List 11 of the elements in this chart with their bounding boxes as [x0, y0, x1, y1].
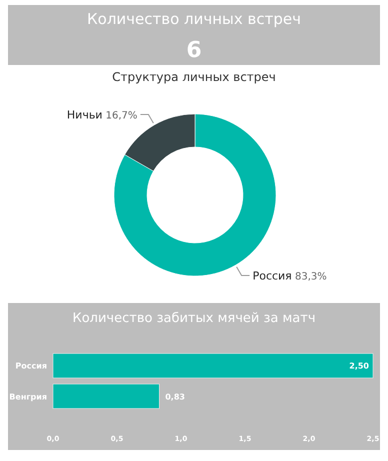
slice-label: Ничьи	[66, 108, 102, 122]
chart-title: Количество забитых мячей за матч	[72, 311, 316, 326]
data-label: 16,7%	[102, 110, 138, 122]
text: Количество личных встреч	[87, 10, 301, 28]
data-label: 6	[186, 38, 202, 63]
y-tick-label: Венгрия	[9, 392, 47, 402]
data-label: 0,83	[165, 392, 185, 402]
data-label: 83,3%	[292, 271, 327, 282]
slice-label: Россия	[252, 269, 292, 282]
data-label: 2,50	[349, 362, 370, 371]
chart-title: Структура личных встреч	[112, 70, 276, 84]
